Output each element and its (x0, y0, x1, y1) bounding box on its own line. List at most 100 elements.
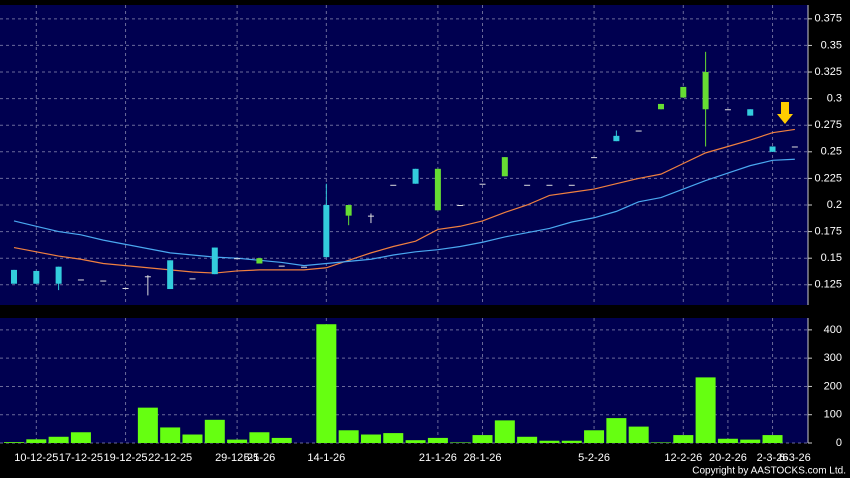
y-tick-label: 0 (836, 437, 842, 449)
volume-bar (717, 438, 738, 443)
volume-bar (584, 430, 605, 443)
candle-body (55, 266, 62, 284)
candle-body (167, 260, 174, 290)
candle-body (100, 280, 107, 282)
volume-bar (606, 418, 627, 443)
candle-body (77, 279, 84, 281)
y-tick-label: 0.125 (814, 279, 842, 291)
volume-bar (383, 433, 404, 443)
x-tick-label: 21-1-26 (419, 452, 457, 464)
x-tick-label: 29-12-25 (215, 452, 259, 464)
volume-bar (405, 440, 426, 443)
candle-body (323, 205, 330, 258)
candle-body (367, 215, 374, 217)
volume-bar (695, 377, 716, 443)
volume-bar (204, 419, 225, 443)
y-tick-label: 0.2 (827, 199, 842, 211)
x-tick-label: 28-1-26 (464, 452, 502, 464)
x-tick-label: 14-1-26 (307, 452, 345, 464)
x-tick-label: 10-12-25 (14, 452, 58, 464)
candle-body (524, 184, 531, 186)
volume-bar (472, 435, 493, 443)
candle-body (234, 258, 241, 260)
volume-bar (271, 437, 292, 443)
x-tick-label: 2-3-26 (757, 452, 789, 464)
candle-body (479, 183, 486, 185)
candle-body (434, 168, 441, 211)
volume-bar (227, 439, 248, 443)
x-tick-label: 19-12-25 (104, 452, 148, 464)
candle-body (613, 135, 620, 142)
candle-body (724, 109, 731, 111)
copyright: Copyright by AASTOCKS.com Ltd. (692, 466, 846, 477)
volume-bar (137, 407, 158, 443)
candle-body (635, 130, 642, 132)
candle-body (301, 266, 308, 268)
volume-bar (160, 427, 181, 443)
x-tick-label: 12-2-26 (664, 452, 702, 464)
y-tick-label: 0.325 (814, 66, 842, 78)
volume-bar (26, 439, 47, 443)
x-tick-label: 22-12-25 (148, 452, 192, 464)
candle-body (412, 168, 419, 184)
volume-bar (740, 439, 761, 443)
candle-body (657, 103, 664, 110)
volume-bar (450, 442, 471, 443)
volume-bar (561, 440, 582, 443)
arrow-icon (777, 102, 793, 124)
x-tick-label: 20-2-26 (709, 452, 747, 464)
x-tick-label: 5-1-26 (244, 452, 276, 464)
candle-body (591, 157, 598, 159)
volume-bar (48, 436, 69, 443)
candle-body (122, 287, 129, 289)
y-tick-label: 300 (824, 352, 842, 364)
y-tick-label: 0.15 (821, 252, 842, 264)
y-tick-label: 100 (824, 409, 842, 421)
candle-body (769, 146, 776, 152)
volume-bar (70, 432, 91, 443)
volume-bar (539, 440, 560, 443)
volume-bar (182, 434, 203, 443)
volume-bar (762, 435, 783, 443)
y-tick-label: 0.225 (814, 172, 842, 184)
volume-bar (673, 435, 694, 443)
moving-average-line (13, 158, 795, 267)
volume-bar (316, 324, 337, 443)
volume-panel (0, 318, 808, 443)
candle-body (501, 157, 508, 177)
candle-body (747, 109, 754, 116)
y-tick-label: 400 (824, 324, 842, 336)
candle-body (390, 184, 397, 186)
volume-bar (249, 432, 270, 443)
candle-body (702, 72, 709, 110)
candle-body (144, 276, 151, 278)
volume-bar (517, 436, 538, 443)
y-tick-label: 200 (824, 380, 842, 392)
candle-body (211, 247, 218, 275)
volume-bar (427, 437, 448, 443)
candle-body (546, 184, 553, 186)
x-tick-label: 17-12-25 (59, 452, 103, 464)
candle-body (457, 205, 464, 206)
candle-body (791, 146, 798, 148)
candle-body (345, 205, 352, 216)
volume-bar (494, 420, 515, 443)
volume-bar (338, 430, 359, 443)
candle-body (33, 270, 40, 284)
x-tick-label: 5-2-26 (578, 452, 610, 464)
y-tick-label: 0.25 (821, 146, 842, 158)
volume-bar (650, 442, 671, 443)
volume-bar (4, 442, 24, 443)
candle-body (568, 184, 575, 186)
candle-body (189, 278, 196, 280)
y-tick-label: 0.3 (827, 93, 842, 105)
candle-body (256, 258, 263, 264)
candle-body (278, 265, 285, 267)
candle-body (680, 86, 687, 98)
y-tick-label: 0.175 (814, 226, 842, 238)
candle-body (11, 269, 17, 284)
price-panel (0, 5, 808, 305)
y-tick-label: 0.275 (814, 119, 842, 131)
x-tick-label: 6-3-26 (779, 452, 811, 464)
